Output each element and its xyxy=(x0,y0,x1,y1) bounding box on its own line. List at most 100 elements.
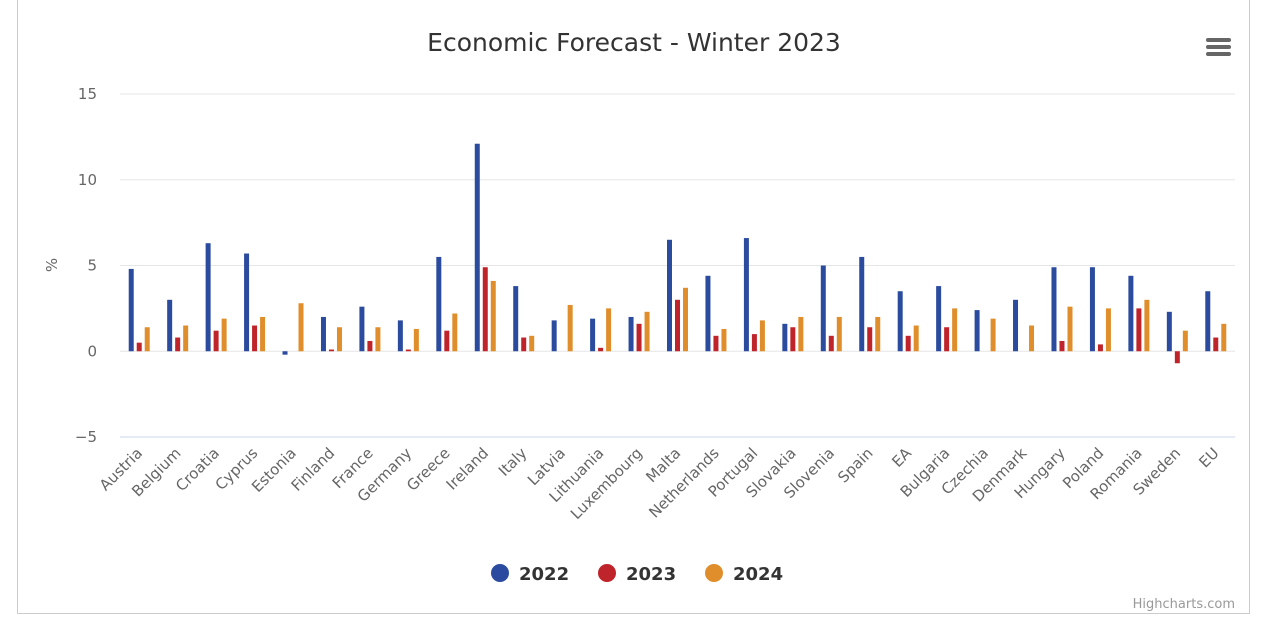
bar-2022-latvia[interactable] xyxy=(551,320,557,352)
bar-2024-sweden[interactable] xyxy=(1182,330,1188,352)
bar-2022-luxembourg[interactable] xyxy=(628,316,634,352)
y-axis-label: % xyxy=(43,258,61,272)
hamburger-menu-icon[interactable] xyxy=(1200,33,1236,63)
bar-2022-denmark[interactable] xyxy=(1013,299,1019,352)
bar-2022-eu[interactable] xyxy=(1205,291,1211,352)
bar-2024-austria[interactable] xyxy=(144,327,150,352)
bar-2022-slovakia[interactable] xyxy=(782,323,788,352)
bar-2023-cyprus[interactable] xyxy=(252,325,258,352)
bar-2023-italy[interactable] xyxy=(521,337,527,352)
bar-2024-latvia[interactable] xyxy=(567,304,573,352)
legend-label: 2022 xyxy=(519,564,569,585)
credits-link[interactable]: Highcharts.com xyxy=(1133,597,1235,612)
bar-2022-estonia[interactable] xyxy=(282,351,288,355)
x-tick-label: EU xyxy=(1195,444,1222,471)
bar-2024-ireland[interactable] xyxy=(490,280,496,352)
bar-2023-ea[interactable] xyxy=(905,335,911,352)
bar-2022-netherlands[interactable] xyxy=(705,275,711,352)
bar-2023-eu[interactable] xyxy=(1213,337,1219,352)
bar-2024-portugal[interactable] xyxy=(759,320,765,352)
bar-2023-france[interactable] xyxy=(367,340,373,352)
bar-2022-france[interactable] xyxy=(359,306,365,352)
bar-2024-czechia[interactable] xyxy=(990,318,996,352)
bar-2023-slovenia[interactable] xyxy=(828,335,834,352)
bar-2022-lithuania[interactable] xyxy=(590,318,596,352)
bar-2022-czechia[interactable] xyxy=(974,310,980,352)
bar-2024-poland[interactable] xyxy=(1105,308,1111,352)
bar-2022-romania[interactable] xyxy=(1128,275,1134,352)
bar-2023-lithuania[interactable] xyxy=(598,347,604,352)
x-tick-label: Croatia xyxy=(172,444,223,495)
bar-2022-malta[interactable] xyxy=(667,239,672,352)
bar-2022-ireland[interactable] xyxy=(474,143,480,352)
bar-2024-estonia[interactable] xyxy=(298,303,304,352)
bar-2024-germany[interactable] xyxy=(413,328,419,352)
bar-2022-slovenia[interactable] xyxy=(820,265,826,352)
bar-2024-spain[interactable] xyxy=(875,316,881,352)
chart-container xyxy=(17,0,1250,614)
bar-2023-sweden[interactable] xyxy=(1174,351,1180,364)
bar-2024-france[interactable] xyxy=(375,327,381,352)
bar-2023-hungary[interactable] xyxy=(1059,340,1065,352)
bar-2024-ea[interactable] xyxy=(913,325,919,352)
legend-item-2023[interactable]: 2023 xyxy=(598,564,676,585)
bar-2022-portugal[interactable] xyxy=(743,238,749,352)
bar-2023-portugal[interactable] xyxy=(751,334,757,352)
legend-marker xyxy=(598,564,616,582)
bar-2023-germany[interactable] xyxy=(405,349,411,352)
bar-2022-bulgaria[interactable] xyxy=(936,286,942,352)
bar-2024-malta[interactable] xyxy=(683,287,688,352)
bar-2022-belgium[interactable] xyxy=(167,299,173,352)
grid-lines xyxy=(120,93,1235,438)
bar-2022-germany[interactable] xyxy=(397,320,403,352)
bar-2023-finland[interactable] xyxy=(328,349,334,352)
bar-2024-netherlands[interactable] xyxy=(721,328,727,352)
bar-2023-bulgaria[interactable] xyxy=(944,327,950,352)
bar-2024-finland[interactable] xyxy=(336,327,342,352)
legend-label: 2024 xyxy=(733,564,783,585)
bar-2023-slovakia[interactable] xyxy=(790,327,796,352)
y-tick-label: 10 xyxy=(78,171,97,189)
bar-2022-hungary[interactable] xyxy=(1051,267,1057,352)
bar-2024-hungary[interactable] xyxy=(1067,306,1073,352)
bar-2022-italy[interactable] xyxy=(513,286,519,352)
bar-2024-cyprus[interactable] xyxy=(260,316,266,352)
bar-2024-slovakia[interactable] xyxy=(798,316,804,352)
bar-2024-slovenia[interactable] xyxy=(836,316,842,352)
bar-2022-austria[interactable] xyxy=(128,268,134,352)
bar-2024-denmark[interactable] xyxy=(1029,325,1035,352)
bar-2024-bulgaria[interactable] xyxy=(952,308,958,352)
bar-2022-sweden[interactable] xyxy=(1166,311,1172,352)
x-tick-label: Greece xyxy=(403,444,453,494)
bar-2023-spain[interactable] xyxy=(867,327,873,352)
bar-2023-romania[interactable] xyxy=(1136,308,1142,352)
bar-2024-luxembourg[interactable] xyxy=(644,311,650,352)
bar-2022-poland[interactable] xyxy=(1089,267,1095,352)
bar-2024-italy[interactable] xyxy=(529,335,535,352)
bar-2023-luxembourg[interactable] xyxy=(636,323,642,352)
bar-2023-austria[interactable] xyxy=(136,342,142,352)
bar-2022-ea[interactable] xyxy=(897,291,903,352)
bar-2023-greece[interactable] xyxy=(444,330,450,352)
legend-item-2024[interactable]: 2024 xyxy=(705,564,783,585)
bar-2024-romania[interactable] xyxy=(1144,299,1150,352)
bar-2023-belgium[interactable] xyxy=(175,337,181,352)
bar-2023-malta[interactable] xyxy=(675,299,680,352)
bar-2023-netherlands[interactable] xyxy=(713,335,719,352)
bar-2022-croatia[interactable] xyxy=(205,243,211,352)
bar-2024-lithuania[interactable] xyxy=(606,308,612,352)
bar-2022-spain[interactable] xyxy=(859,256,865,352)
bar-2024-belgium[interactable] xyxy=(183,325,189,352)
bar-2024-greece[interactable] xyxy=(452,313,458,352)
bar-2022-cyprus[interactable] xyxy=(244,253,250,352)
bar-2023-ireland[interactable] xyxy=(482,267,488,352)
legend-item-2022[interactable]: 2022 xyxy=(491,564,569,585)
bar-2023-croatia[interactable] xyxy=(213,330,219,352)
bar-2022-finland[interactable] xyxy=(320,316,326,352)
bar-2023-poland[interactable] xyxy=(1097,344,1103,352)
bar-series xyxy=(128,143,1227,364)
bar-2024-croatia[interactable] xyxy=(221,318,227,352)
bar-2024-eu[interactable] xyxy=(1221,323,1227,352)
bar-2022-greece[interactable] xyxy=(436,256,442,352)
